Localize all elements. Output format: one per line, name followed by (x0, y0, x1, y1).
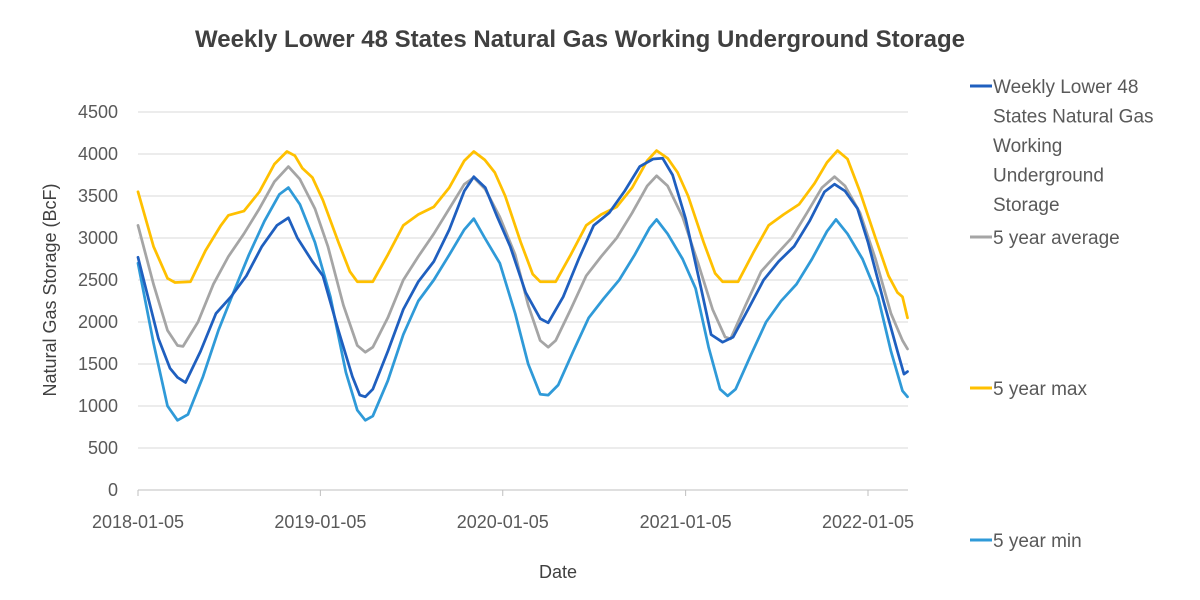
y-tick-label: 2500 (78, 270, 118, 290)
series-line-2 (136, 149, 909, 320)
legend-item: 5 year average (970, 228, 1120, 249)
x-tick-label: 2019-01-05 (274, 512, 366, 532)
y-tick-label: 500 (88, 438, 118, 458)
legend-label: Storage (993, 195, 1060, 216)
legend-item: 5 year min (970, 531, 1082, 552)
y-tick-label: 3000 (78, 228, 118, 248)
y-tick-label: 3500 (78, 186, 118, 206)
legend-label: Underground (993, 166, 1104, 187)
legend-label: Weekly Lower 48 (993, 77, 1138, 98)
x-tick-label: 2022-01-05 (822, 512, 914, 532)
chart-title: Weekly Lower 48 States Natural Gas Worki… (195, 26, 965, 53)
y-tick-label: 1000 (78, 396, 118, 416)
legend-label: States Natural Gas (993, 107, 1154, 128)
series-line-0 (136, 156, 909, 399)
x-tick-label: 2021-01-05 (640, 512, 732, 532)
y-axis-label: Natural Gas Storage (BcF) (40, 183, 60, 396)
series-line-3 (136, 186, 909, 422)
legend-label: 5 year min (993, 531, 1082, 552)
x-tick-label: 2018-01-05 (92, 512, 184, 532)
legend-label: 5 year average (993, 228, 1120, 249)
legend-item: 5 year max (970, 379, 1087, 400)
y-tick-label: 4000 (78, 144, 118, 164)
y-tick-label: 2000 (78, 312, 118, 332)
series-lines (136, 149, 909, 422)
legend-item: Weekly Lower 48 States Natural Gas Working… (970, 77, 1154, 216)
legend-label: 5 year max (993, 379, 1087, 400)
y-tick-label: 0 (108, 480, 118, 500)
y-tick-label: 4500 (78, 102, 118, 122)
x-tick-label: 2020-01-05 (457, 512, 549, 532)
x-axis-label: Date (539, 562, 577, 582)
legend: Weekly Lower 48 States Natural Gas Working… (970, 77, 1154, 552)
series-line-1 (136, 165, 909, 354)
axes: 0 500 1000 1500 2000 2500 3000 3500 4000 4500 2018… (78, 102, 914, 532)
y-tick-label: 1500 (78, 354, 118, 374)
legend-label: Working (993, 136, 1062, 157)
